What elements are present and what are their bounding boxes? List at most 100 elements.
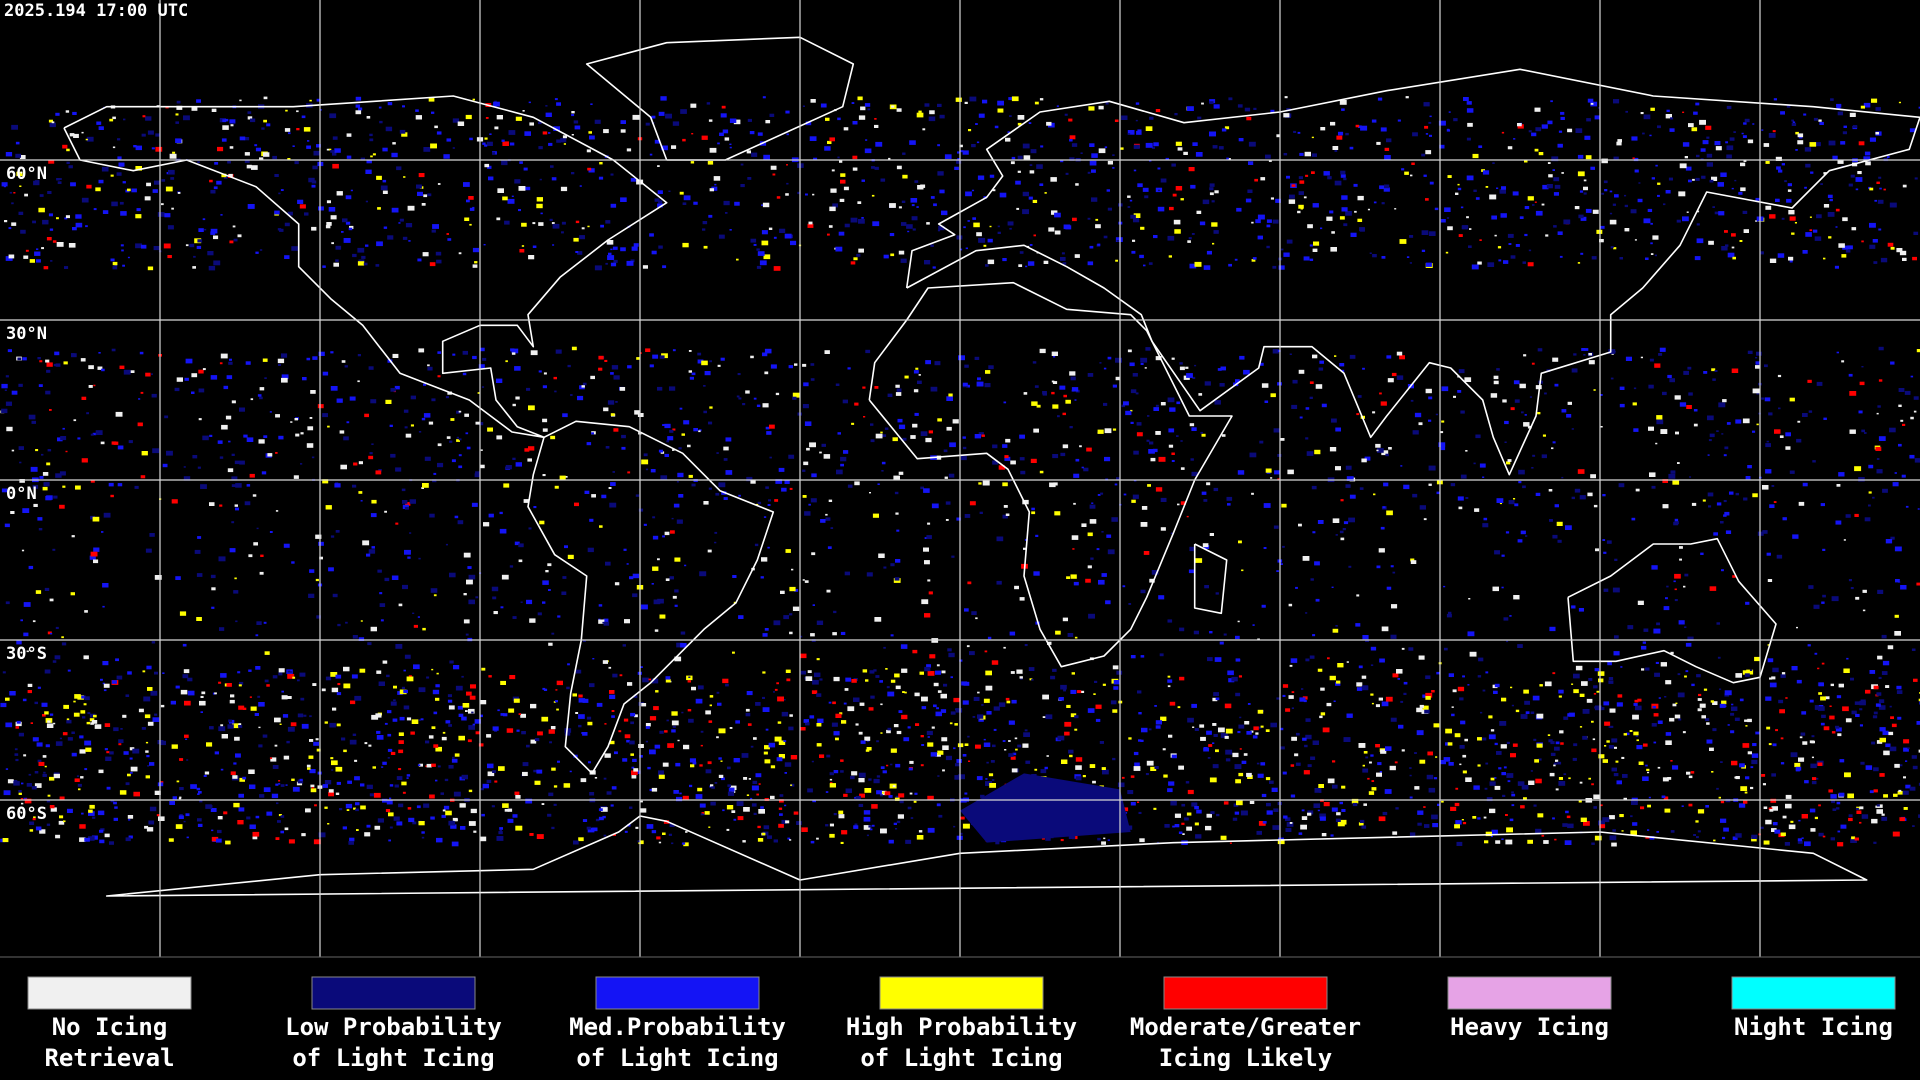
icing-pixel [1665, 740, 1672, 745]
icing-pixel [1286, 822, 1294, 827]
icing-pixel [608, 252, 612, 256]
icing-pixel [448, 820, 456, 826]
icing-pixel [130, 766, 138, 772]
icing-pixel [1209, 192, 1214, 196]
icing-pixel [52, 660, 57, 663]
icing-pixel [621, 434, 626, 439]
icing-pixel [1585, 208, 1592, 213]
icing-pixel [475, 421, 480, 425]
icing-pixel [1740, 187, 1746, 192]
icing-pixel [1335, 534, 1338, 536]
icing-pixel [688, 350, 692, 352]
icing-pixel [968, 129, 972, 132]
icing-pixel [491, 586, 499, 592]
icing-pixel [1786, 198, 1792, 203]
icing-pixel [1065, 399, 1071, 404]
icing-pixel [248, 769, 255, 774]
icing-pixel [781, 711, 789, 717]
icing-pixel [1712, 701, 1718, 705]
icing-pixel [483, 244, 486, 246]
icing-pixel [772, 173, 776, 176]
icing-pixel [492, 152, 496, 155]
icing-pixel [366, 553, 371, 557]
icing-pixel [1299, 180, 1305, 184]
icing-pixel [1604, 721, 1611, 726]
icing-pixel [479, 836, 487, 842]
icing-pixel [705, 769, 712, 774]
icing-pixel [1601, 158, 1608, 164]
icing-pixel [1472, 153, 1479, 159]
icing-pixel [931, 726, 935, 729]
icing-pixel [666, 440, 669, 443]
icing-pixel [99, 839, 105, 844]
icing-pixel [1572, 757, 1577, 761]
icing-pixel [423, 194, 428, 198]
icing-pixel [1336, 135, 1343, 140]
icing-pixel [924, 260, 931, 265]
icing-pixel [1747, 465, 1752, 469]
icing-pixel [789, 487, 793, 490]
icing-pixel [1180, 198, 1184, 201]
icing-pixel [430, 816, 435, 820]
icing-pixel [1422, 694, 1427, 698]
icing-pixel [1850, 838, 1857, 843]
icing-pixel [1454, 733, 1461, 738]
icing-pixel [958, 355, 965, 361]
icing-pixel [1913, 396, 1919, 400]
icing-pixel [1886, 156, 1890, 158]
icing-pixel [1655, 164, 1658, 167]
icing-pixel [1632, 714, 1639, 720]
icing-pixel [836, 469, 843, 475]
icing-pixel [1911, 648, 1916, 651]
icing-pixel [837, 432, 841, 435]
icing-pixel [784, 233, 792, 239]
icing-pixel [757, 825, 761, 829]
icing-pixel [1196, 210, 1202, 214]
icing-pixel [651, 830, 657, 834]
icing-pixel [142, 115, 146, 118]
icing-pixel [1911, 755, 1917, 759]
icing-pixel [313, 741, 319, 746]
icing-pixel [1899, 250, 1907, 256]
icing-pixel [1614, 194, 1619, 198]
icing-pixel [971, 189, 975, 192]
icing-pixel [46, 800, 51, 803]
icing-pixel [778, 807, 783, 810]
icing-pixel [1747, 139, 1754, 144]
icing-pixel [232, 122, 235, 125]
icing-pixel [1769, 258, 1777, 263]
icing-pixel [627, 365, 632, 369]
icing-pixel [561, 591, 567, 595]
icing-pixel [453, 665, 460, 670]
icing-pixel [1804, 780, 1809, 784]
icing-pixel [600, 224, 604, 228]
icing-pixel [635, 770, 641, 774]
icing-pixel [422, 252, 429, 257]
icing-pixel [562, 576, 567, 579]
icing-pixel [328, 792, 334, 797]
icing-pixel [1549, 772, 1555, 777]
icing-pixel [695, 794, 703, 799]
icing-pixel [1743, 229, 1749, 233]
icing-pixel [522, 762, 529, 767]
icing-pixel [1311, 136, 1314, 139]
icing-pixel [1771, 676, 1776, 680]
icing-pixel [609, 502, 617, 508]
icing-pixel [1894, 614, 1899, 618]
icing-pixel [672, 595, 677, 599]
icing-pixel [693, 428, 698, 432]
icing-pixel [365, 169, 372, 174]
icing-pixel [1557, 761, 1562, 765]
icing-pixel [698, 429, 702, 432]
icing-pixel [238, 723, 242, 726]
icing-pixel [832, 701, 836, 705]
icing-pixel [1761, 774, 1766, 777]
icing-pixel [1575, 665, 1583, 671]
icing-pixel [777, 721, 782, 724]
icing-pixel [1234, 258, 1238, 261]
icing-pixel [68, 243, 76, 248]
icing-pixel [1339, 100, 1347, 105]
icing-pixel [587, 225, 590, 228]
icing-pixel [1459, 745, 1465, 749]
icing-pixel [1837, 159, 1844, 164]
